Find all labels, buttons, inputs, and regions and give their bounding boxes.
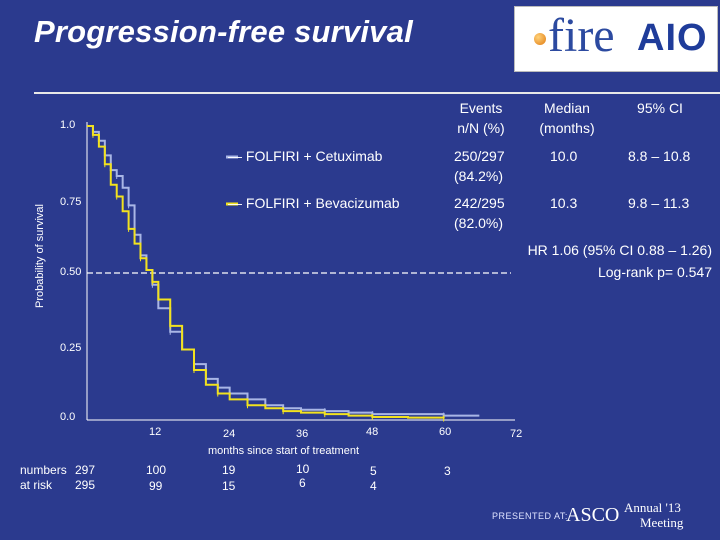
- risk-label-line1: numbers: [20, 463, 67, 477]
- presented-at-label: PRESENTED AT:: [492, 511, 568, 521]
- median-cetuximab: 10.0: [550, 148, 578, 164]
- events-bevacizumab: 242/295 (82.0%): [454, 195, 505, 231]
- risk-row1-col0: 297: [75, 463, 96, 477]
- risk-row1-col1: 100: [146, 463, 167, 477]
- footer-bar: [0, 494, 720, 540]
- risk-row2-col3: 6: [299, 476, 306, 490]
- risk-label-line2: at risk: [20, 478, 53, 492]
- km-curve-bevacizumab: [87, 125, 445, 419]
- ci-bevacizumab: 9.8 – 11.3: [628, 195, 690, 211]
- x-tick-24: 24: [223, 428, 236, 440]
- risk-row2-col0: 295: [75, 478, 96, 492]
- annual-meeting-line2: Meeting: [640, 515, 684, 530]
- aio-logo: AIO: [637, 17, 708, 59]
- y-tick-1: 1.0: [60, 119, 76, 131]
- asco-logo: ASCO: [566, 504, 620, 526]
- header-median: Median (months): [539, 100, 595, 136]
- log-rank: Log-rank p= 0.547: [597, 264, 712, 280]
- risk-row1-col2: 19: [222, 463, 236, 477]
- header-ci: 95% CI: [637, 100, 683, 116]
- risk-row2-col2: 15: [222, 479, 236, 493]
- events-cetuximab: 250/297 (84.2%): [454, 148, 505, 184]
- y-tick-075: 0.75: [60, 196, 82, 208]
- legend-bevacizumab: — FOLFIRI + Bevacizumab: [228, 195, 400, 211]
- fire-logo-dot-icon: [534, 33, 546, 45]
- fire-logo: fire: [548, 9, 615, 62]
- risk-row2-col1: 99: [149, 479, 163, 493]
- page-title: Progression-free survival: [34, 14, 413, 49]
- y-axis-label: Probability of survival: [34, 204, 46, 308]
- y-tick-025: 0.25: [60, 342, 82, 354]
- ci-cetuximab: 8.8 – 10.8: [628, 148, 691, 164]
- median-bevacizumab: 10.3: [550, 195, 578, 211]
- risk-row2-col4: 4: [370, 479, 377, 493]
- y-tick-0: 0.0: [60, 411, 76, 423]
- annual-meeting-line1: Annual '13: [624, 500, 681, 515]
- risk-row1-col4: 5: [370, 464, 377, 478]
- x-axis-label: months since start of treatment: [208, 445, 360, 457]
- x-tick-48: 48: [366, 426, 379, 438]
- x-tick-36: 36: [296, 428, 309, 440]
- x-tick-60: 60: [439, 426, 452, 438]
- y-tick-050: 0.50: [60, 266, 82, 278]
- logo-panel: [514, 6, 718, 72]
- header-events: Events n/N (%): [457, 100, 505, 136]
- legend-cetuximab: — FOLFIRI + Cetuximab: [228, 148, 383, 164]
- hazard-ratio: HR 1.06 (95% CI 0.88 – 1.26): [527, 242, 712, 258]
- risk-row1-col3: 10: [296, 462, 310, 476]
- x-tick-72: 72: [510, 428, 523, 440]
- title-divider: [34, 92, 720, 94]
- x-tick-12: 12: [149, 426, 162, 438]
- risk-row1-col5: 3: [444, 464, 451, 478]
